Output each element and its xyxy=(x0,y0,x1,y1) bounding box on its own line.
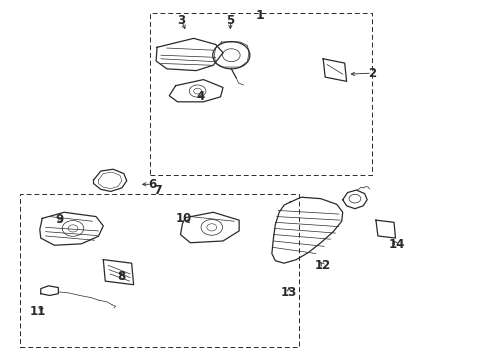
Text: 4: 4 xyxy=(197,90,205,103)
Text: 12: 12 xyxy=(315,259,331,272)
Text: 13: 13 xyxy=(281,287,297,300)
Text: 1: 1 xyxy=(255,9,264,22)
Bar xyxy=(150,13,372,175)
Text: 10: 10 xyxy=(176,212,192,225)
Text: 8: 8 xyxy=(118,270,126,283)
Text: 7: 7 xyxy=(153,184,161,197)
Text: 5: 5 xyxy=(226,14,235,27)
Text: 6: 6 xyxy=(148,178,156,191)
Text: 11: 11 xyxy=(29,305,46,318)
Text: 2: 2 xyxy=(368,67,376,80)
Bar xyxy=(20,194,299,347)
Text: 3: 3 xyxy=(177,14,186,27)
Text: 14: 14 xyxy=(388,238,405,251)
Text: 9: 9 xyxy=(55,213,63,226)
